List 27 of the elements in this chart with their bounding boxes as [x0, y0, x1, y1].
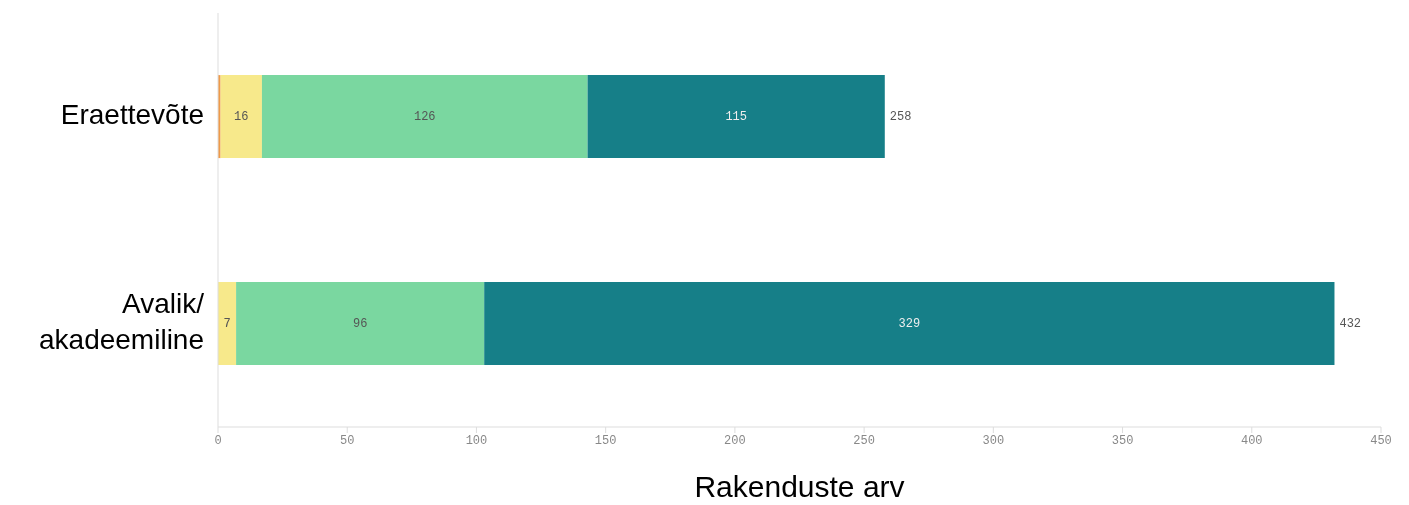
x-tick-label: 300 — [982, 433, 1005, 448]
x-tick-label: 400 — [1240, 433, 1263, 448]
y-tick-label: Eraettevõte — [60, 98, 204, 130]
data-label: 329 — [898, 316, 921, 331]
x-axis-title: Rakenduste arv — [694, 470, 905, 503]
bar — [261, 75, 588, 159]
x-tick-label: 200 — [724, 433, 746, 448]
x-tick-label: 150 — [594, 433, 617, 448]
data-label: 7 — [223, 316, 231, 331]
data-label: 96 — [352, 316, 368, 331]
data-label: 115 — [725, 109, 747, 124]
x-tick-label: 0 — [214, 433, 222, 448]
bar — [218, 282, 237, 366]
bar — [484, 282, 1335, 366]
total-label: 432 — [1339, 316, 1362, 331]
x-tick-label: 100 — [465, 433, 488, 448]
x-tick-label: 50 — [340, 433, 355, 448]
x-tick-label: 350 — [1111, 433, 1134, 448]
y-tick-label: Avalik/ akadeemiline — [39, 287, 205, 355]
bar — [587, 75, 885, 159]
total-label: 258 — [889, 109, 912, 124]
bar — [236, 282, 485, 366]
data-label: 16 — [234, 109, 249, 124]
data-label: 126 — [413, 109, 436, 124]
bar — [220, 75, 262, 159]
x-tick-label: 250 — [853, 433, 875, 448]
x-tick-label: 450 — [1370, 433, 1392, 448]
